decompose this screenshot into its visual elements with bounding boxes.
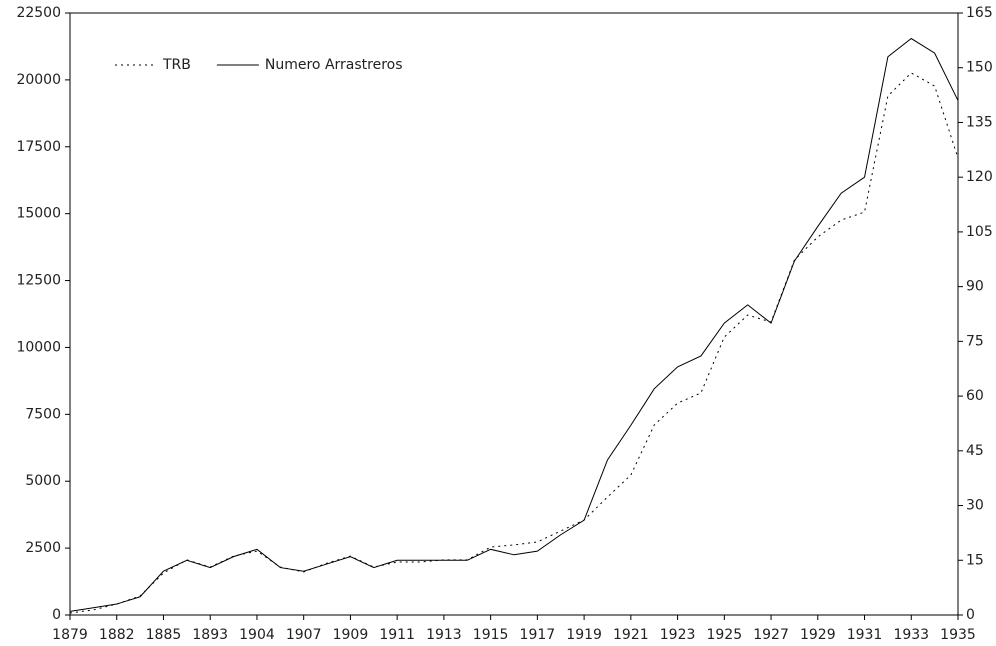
y2-tick-label: 105 — [966, 224, 993, 240]
y-tick-label: 15000 — [16, 206, 61, 222]
y-tick-label: 20000 — [16, 72, 61, 88]
x-tick-label: 1909 — [333, 627, 369, 643]
y-tick-label: 0 — [52, 607, 61, 623]
x-tick-label: 1915 — [473, 627, 509, 643]
y-tick-label: 17500 — [16, 139, 61, 155]
x-tick-label: 1923 — [660, 627, 696, 643]
x-tick-label: 1882 — [99, 627, 135, 643]
y2-tick-label: 165 — [966, 5, 993, 21]
y2-tick-label: 15 — [966, 552, 984, 568]
x-tick-label: 1907 — [286, 627, 322, 643]
y-tick-label: 22500 — [16, 5, 61, 21]
y-tick-label: 7500 — [25, 406, 61, 422]
y2-tick-label: 30 — [966, 498, 984, 514]
x-tick-label: 1885 — [146, 627, 182, 643]
series-line — [69, 72, 959, 614]
y2-tick-label: 60 — [966, 388, 984, 404]
x-tick-label: 1913 — [426, 627, 462, 643]
x-tick-label: 1893 — [192, 627, 228, 643]
legend-label: TRB — [162, 57, 191, 73]
y-tick-label: 5000 — [25, 473, 61, 489]
legend-label: Numero Arrastreros — [265, 57, 403, 73]
series-line — [69, 37, 959, 612]
x-tick-label: 1929 — [800, 627, 836, 643]
plot-frame — [69, 12, 959, 616]
x-tick-label: 1917 — [520, 627, 556, 643]
x-tick-label: 1921 — [613, 627, 649, 643]
y2-tick-label: 150 — [966, 60, 993, 76]
y2-tick-label: 120 — [966, 169, 993, 185]
y2-tick-label: 135 — [966, 114, 993, 130]
y-tick-label: 2500 — [25, 540, 61, 556]
y-tick-label: 12500 — [16, 273, 61, 289]
x-tick-label: 1925 — [706, 627, 742, 643]
x-tick-label: 1931 — [847, 627, 883, 643]
y2-tick-label: 90 — [966, 279, 984, 295]
y2-tick-label: 45 — [966, 443, 984, 459]
x-tick-label: 1879 — [52, 627, 88, 643]
x-tick-label: 1919 — [566, 627, 602, 643]
y2-tick-label: 75 — [966, 333, 984, 349]
x-tick-label: 1933 — [893, 627, 929, 643]
y2-tick-label: 0 — [966, 607, 975, 623]
x-tick-label: 1904 — [239, 627, 275, 643]
x-tick-label: 1935 — [940, 627, 976, 643]
x-tick-label: 1927 — [753, 627, 789, 643]
y-tick-label: 10000 — [16, 339, 61, 355]
x-tick-label: 1911 — [379, 627, 415, 643]
